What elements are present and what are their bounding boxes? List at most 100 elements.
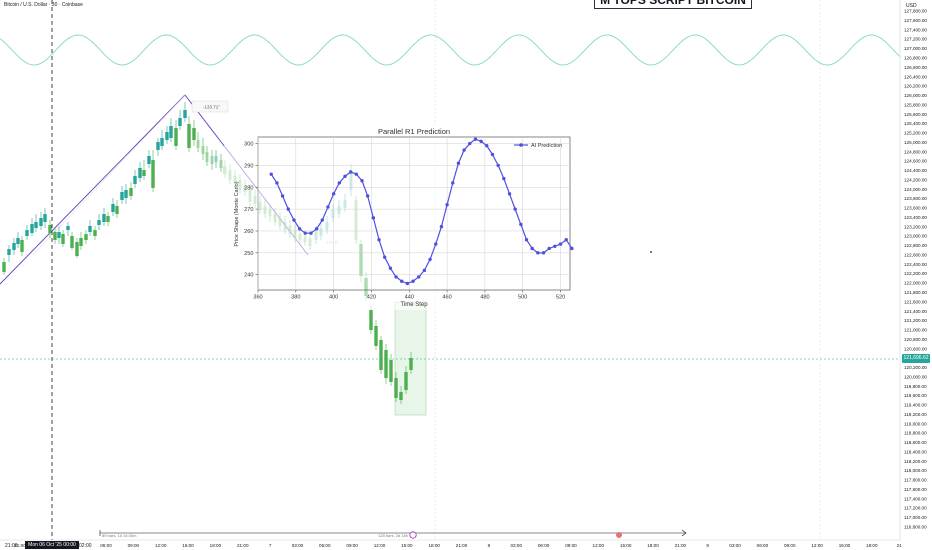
candle-body[interactable]: [61, 234, 65, 244]
time-tick-label: 06:00: [538, 543, 550, 548]
candle-body[interactable]: [39, 218, 43, 226]
candle-body[interactable]: [169, 126, 173, 138]
candle-body[interactable]: [66, 226, 70, 230]
cursor-right-time: 02:00: [79, 543, 92, 549]
candle-body[interactable]: [84, 234, 88, 240]
candle-body[interactable]: [120, 192, 124, 200]
candle-body[interactable]: [138, 168, 142, 178]
candle-body[interactable]: [30, 224, 34, 233]
candle-body[interactable]: [53, 232, 57, 240]
candle-body[interactable]: [379, 340, 383, 370]
candle-body[interactable]: [187, 124, 191, 148]
bars-range-ruler[interactable]: [99, 529, 687, 539]
candle-body[interactable]: [133, 176, 137, 184]
candle-body[interactable]: [210, 156, 214, 164]
candle-body[interactable]: [111, 204, 115, 212]
candle-body[interactable]: [196, 140, 200, 148]
prediction-point: [445, 203, 449, 207]
inset-y-ticks: 240 250 260 270 280 290 300: [244, 142, 258, 279]
candle-body[interactable]: [48, 225, 52, 233]
candle-body[interactable]: [106, 216, 110, 222]
candle-body[interactable]: [25, 230, 29, 236]
candle-body[interactable]: [43, 214, 47, 222]
candle-body[interactable]: [156, 142, 160, 150]
price-tick-label: 121,400.00: [904, 309, 927, 314]
prediction-point: [490, 152, 495, 157]
prediction-point: [394, 275, 398, 279]
time-tick-label: 03:00: [292, 543, 304, 548]
candle-body[interactable]: [16, 238, 20, 244]
candle-body[interactable]: [147, 156, 151, 164]
price-tick-label: 125,000.00: [904, 140, 927, 145]
prediction-point: [371, 216, 376, 220]
candle-body[interactable]: [129, 188, 133, 196]
candle-body[interactable]: [75, 242, 79, 256]
price-tick-label: 119,600.00: [904, 393, 927, 398]
candle-body[interactable]: [409, 358, 413, 370]
inset-xlabel: Time Step: [400, 302, 428, 308]
candle-body[interactable]: [57, 232, 61, 238]
price-tick-label: 120,200.00: [904, 365, 927, 370]
currency-label: USD: [906, 3, 917, 9]
candle-body[interactable]: [102, 214, 106, 222]
candle-body[interactable]: [404, 372, 408, 390]
prediction-point: [468, 141, 472, 146]
price-tick-label: 118,200.00: [904, 459, 927, 464]
prediction-point: [382, 255, 387, 259]
candle-body[interactable]: [115, 206, 119, 214]
prediction-point: [485, 144, 489, 148]
prediction-point: [269, 172, 273, 176]
candle-body[interactable]: [201, 146, 205, 154]
candle-body[interactable]: [2, 262, 6, 272]
angle-annotation-top: -133.71°: [191, 100, 229, 113]
candle-body[interactable]: [34, 222, 38, 228]
candle-body[interactable]: [394, 378, 398, 398]
time-axis[interactable]: 21:00 06:00 09:00 12:00 15:00 18:00 21:00 7 03:0…: [14, 543, 902, 548]
candle-body[interactable]: [165, 132, 169, 140]
symbol-title[interactable]: Bitcoin / U.S. Dollar · 30 · Coinbase: [4, 2, 83, 8]
price-tick-label: 118,600.00: [904, 440, 927, 445]
inset-y-tick-label: 280: [244, 185, 253, 191]
candle-body[interactable]: [389, 360, 393, 382]
candle-body[interactable]: [205, 152, 209, 162]
candle-body[interactable]: [142, 170, 146, 176]
candle-body[interactable]: [79, 238, 83, 246]
candle-body[interactable]: [178, 118, 182, 126]
trend-line-up[interactable]: [0, 94, 186, 285]
candle-body[interactable]: [219, 160, 223, 168]
price-axis[interactable]: 127,800.00 127,600.00 127,400.00 127,200.00…: [904, 9, 927, 530]
price-tick-label: 119,400.00: [904, 403, 927, 408]
event-marker-icon[interactable]: [409, 531, 417, 539]
candle-body[interactable]: [97, 220, 101, 225]
candle-body[interactable]: [88, 226, 92, 232]
candle-body[interactable]: [160, 138, 164, 146]
flag-icon[interactable]: [616, 532, 622, 538]
price-tick-label: 125,800.00: [904, 102, 927, 107]
candle-body[interactable]: [192, 128, 196, 140]
candle-body[interactable]: [124, 190, 128, 198]
candle-body[interactable]: [369, 310, 373, 330]
prediction-point: [365, 194, 370, 198]
candle-body[interactable]: [20, 240, 24, 252]
candle-body[interactable]: [93, 230, 97, 236]
time-tick-label: 12:00: [811, 543, 823, 548]
cursor-dot: [650, 251, 652, 253]
inset-y-tick-label: 250: [244, 251, 253, 257]
candle-body[interactable]: [7, 249, 11, 255]
candle-body[interactable]: [183, 110, 187, 118]
candle-body[interactable]: [384, 350, 388, 378]
candle-body[interactable]: [374, 326, 378, 346]
candle-body[interactable]: [399, 392, 403, 400]
candle-body[interactable]: [151, 160, 155, 188]
price-tick-label: 122,800.00: [904, 243, 927, 248]
candle-body[interactable]: [12, 243, 16, 250]
prediction-point: [388, 266, 393, 270]
time-tick-label: 18:00: [210, 543, 222, 548]
price-tick-label: 120,600.00: [904, 346, 927, 351]
legend-label: AI Prediction: [531, 143, 562, 149]
candle-body[interactable]: [174, 128, 178, 146]
candle-body[interactable]: [70, 236, 74, 248]
price-tick-label: 117,200.00: [904, 506, 927, 511]
candle-body[interactable]: [214, 156, 218, 162]
